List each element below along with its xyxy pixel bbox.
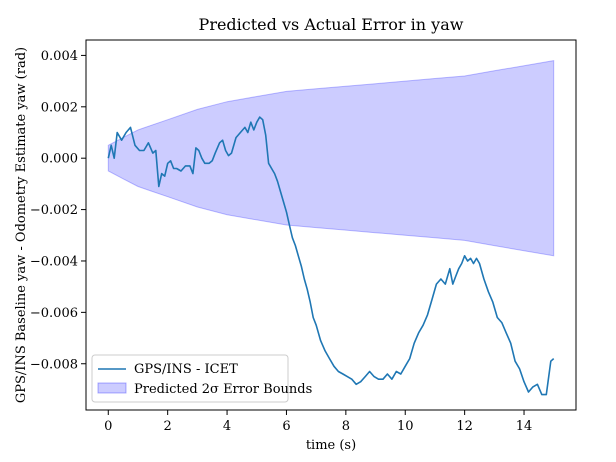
y-tick-label: 0.004 <box>41 49 78 64</box>
x-tick-label: 4 <box>223 419 231 434</box>
x-tick-label: 8 <box>342 419 350 434</box>
x-tick-label: 14 <box>516 419 533 434</box>
x-tick-label: 10 <box>397 419 414 434</box>
error-bounds-band <box>107 60 555 257</box>
legend-label-line: GPS/INS - ICET <box>134 362 238 377</box>
x-tick-label: 6 <box>282 419 290 434</box>
y-tick-label: −0.002 <box>30 203 78 218</box>
legend-swatch-band <box>97 382 127 394</box>
x-axis-label: time (s) <box>306 438 356 453</box>
chart-title: Predicted vs Actual Error in yaw <box>199 15 464 34</box>
y-tick-label: −0.006 <box>30 306 78 321</box>
plot-area <box>107 60 555 396</box>
legend: GPS/INS - ICET Predicted 2σ Error Bounds <box>91 354 312 403</box>
legend-box <box>91 354 289 403</box>
series-line-gps-ins-icet <box>107 116 555 396</box>
x-axis: 0 2 4 6 8 10 12 14 <box>104 410 532 434</box>
y-axis: 0.004 0.002 0.000 −0.002 −0.004 −0.006 −0.008 <box>30 49 86 372</box>
y-tick-label: −0.004 <box>30 254 78 269</box>
y-tick-label: 0.000 <box>41 152 78 167</box>
x-tick-label: 12 <box>456 419 473 434</box>
x-tick-label: 0 <box>104 419 112 434</box>
legend-label-band: Predicted 2σ Error Bounds <box>134 382 312 397</box>
y-axis-label: GPS/INS Baseline yaw - Odometry Estimate… <box>14 47 29 403</box>
x-tick-label: 2 <box>164 419 172 434</box>
axes-frame <box>85 39 577 411</box>
y-tick-label: −0.008 <box>30 357 78 372</box>
y-tick-label: 0.002 <box>41 100 78 115</box>
